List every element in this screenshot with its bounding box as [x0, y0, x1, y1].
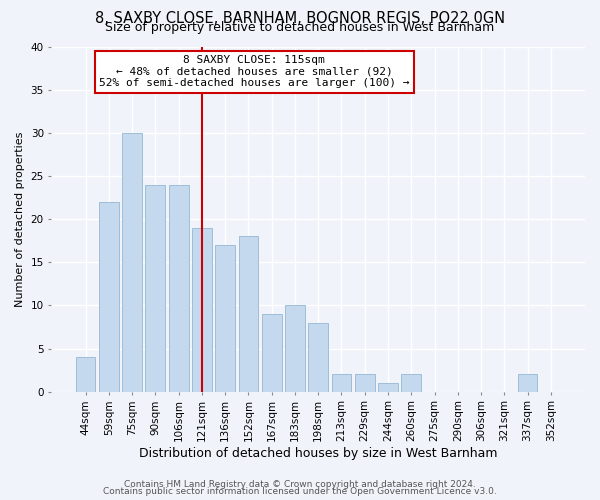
X-axis label: Distribution of detached houses by size in West Barnham: Distribution of detached houses by size …: [139, 447, 497, 460]
Text: Contains HM Land Registry data © Crown copyright and database right 2024.: Contains HM Land Registry data © Crown c…: [124, 480, 476, 489]
Bar: [332, 374, 352, 392]
Bar: [215, 245, 235, 392]
Text: Size of property relative to detached houses in West Barnham: Size of property relative to detached ho…: [106, 22, 494, 35]
Bar: [169, 184, 188, 392]
Bar: [145, 184, 165, 392]
Bar: [285, 306, 305, 392]
Text: Contains public sector information licensed under the Open Government Licence v3: Contains public sector information licen…: [103, 487, 497, 496]
Text: 8 SAXBY CLOSE: 115sqm
← 48% of detached houses are smaller (92)
52% of semi-deta: 8 SAXBY CLOSE: 115sqm ← 48% of detached …: [99, 55, 409, 88]
Bar: [262, 314, 281, 392]
Bar: [99, 202, 119, 392]
Bar: [378, 383, 398, 392]
Bar: [122, 133, 142, 392]
Bar: [355, 374, 374, 392]
Bar: [308, 322, 328, 392]
Y-axis label: Number of detached properties: Number of detached properties: [15, 132, 25, 307]
Bar: [401, 374, 421, 392]
Bar: [239, 236, 259, 392]
Bar: [518, 374, 538, 392]
Text: 8, SAXBY CLOSE, BARNHAM, BOGNOR REGIS, PO22 0GN: 8, SAXBY CLOSE, BARNHAM, BOGNOR REGIS, P…: [95, 11, 505, 26]
Bar: [192, 228, 212, 392]
Bar: [76, 357, 95, 392]
